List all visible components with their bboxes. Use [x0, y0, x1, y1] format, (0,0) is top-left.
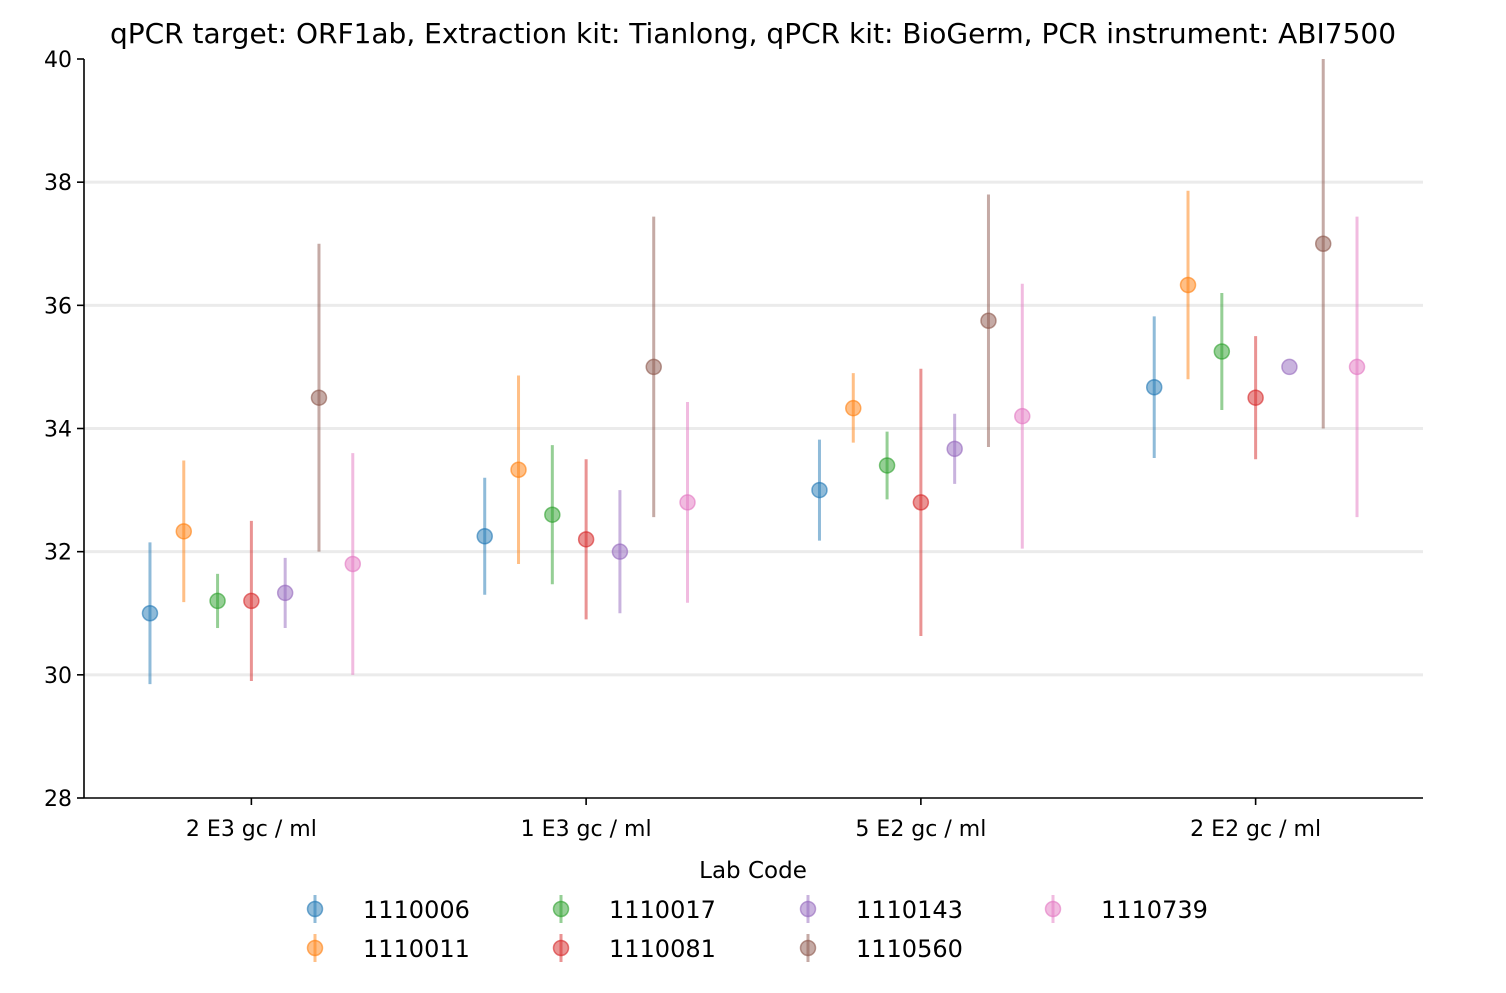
legend-item: 1110739	[1044, 895, 1208, 924]
data-point	[1281, 358, 1298, 376]
data-point	[1348, 358, 1366, 376]
legend-label: 1110011	[363, 935, 470, 963]
legend-item: 1110006	[306, 895, 470, 924]
legend-marker-icon	[552, 900, 570, 918]
data-point	[1014, 407, 1031, 425]
data-point	[1314, 235, 1332, 252]
legend-item: 1110011	[306, 934, 470, 963]
legend-marker-icon	[552, 939, 570, 957]
data-point	[544, 506, 561, 523]
data-point	[1213, 343, 1231, 360]
data-point	[344, 555, 362, 573]
legend-marker-icon	[306, 939, 324, 957]
data-point	[878, 457, 896, 474]
data-point	[946, 440, 963, 458]
y-tick-label: 38	[44, 171, 72, 196]
legend-title: Lab Code	[699, 858, 807, 884]
legend-label: 1110006	[363, 896, 470, 924]
data-point	[845, 399, 862, 417]
legend-marker-icon	[799, 900, 817, 918]
x-tick-label: 5 E2 gc / ml	[855, 817, 986, 842]
legend-label: 1110739	[1101, 896, 1208, 924]
legend-marker-icon	[799, 939, 817, 957]
y-tick-label: 30	[44, 664, 72, 689]
legend-label: 1110017	[609, 896, 716, 924]
data-point	[175, 523, 193, 540]
y-tick-label: 36	[44, 294, 72, 319]
x-tick-label: 2 E2 gc / ml	[1190, 817, 1321, 842]
data-point	[645, 358, 662, 376]
legend-item: 1110143	[799, 895, 963, 924]
legend-item: 1110081	[552, 934, 716, 963]
data-marks	[141, 59, 1366, 685]
data-point	[1247, 389, 1264, 406]
data-point	[510, 461, 527, 479]
y-tick-label: 28	[44, 787, 72, 812]
legend-marker-icon	[306, 900, 324, 918]
legend-label: 1110143	[856, 896, 963, 924]
legend-label: 1110081	[609, 935, 716, 963]
y-tick-label: 40	[44, 48, 72, 73]
legend-item: 1110017	[552, 895, 716, 924]
y-tick-label: 34	[44, 418, 72, 443]
legend: Lab Code 1110006 1110011 1110017 1110081 111…	[306, 858, 1208, 963]
legend-label: 1110560	[856, 935, 963, 963]
data-point	[611, 543, 629, 560]
data-point	[1179, 276, 1197, 294]
y-tick-label: 32	[44, 541, 72, 566]
data-point	[276, 584, 294, 602]
data-point	[209, 592, 226, 610]
axes: 28 30 32 34 36 38 40 2 E3 gc / ml 1 E3 gc / ml 5 …	[44, 48, 1423, 842]
legend-item: 1110560	[799, 934, 963, 963]
legend-marker-icon	[1044, 900, 1062, 918]
data-point	[912, 494, 930, 511]
grid-lines	[84, 180, 1423, 677]
data-point	[811, 481, 828, 499]
chart-title: qPCR target: ORF1ab, Extraction kit: Tia…	[110, 17, 1396, 50]
data-point	[980, 312, 997, 329]
data-point	[476, 528, 493, 545]
x-tick-label: 1 E3 gc / ml	[521, 817, 652, 842]
data-point	[577, 531, 595, 548]
data-point	[141, 605, 159, 622]
data-point	[243, 592, 260, 610]
data-point	[310, 389, 328, 406]
data-point	[1145, 378, 1163, 396]
data-point	[679, 494, 696, 511]
x-tick-label: 2 E3 gc / ml	[186, 817, 317, 842]
